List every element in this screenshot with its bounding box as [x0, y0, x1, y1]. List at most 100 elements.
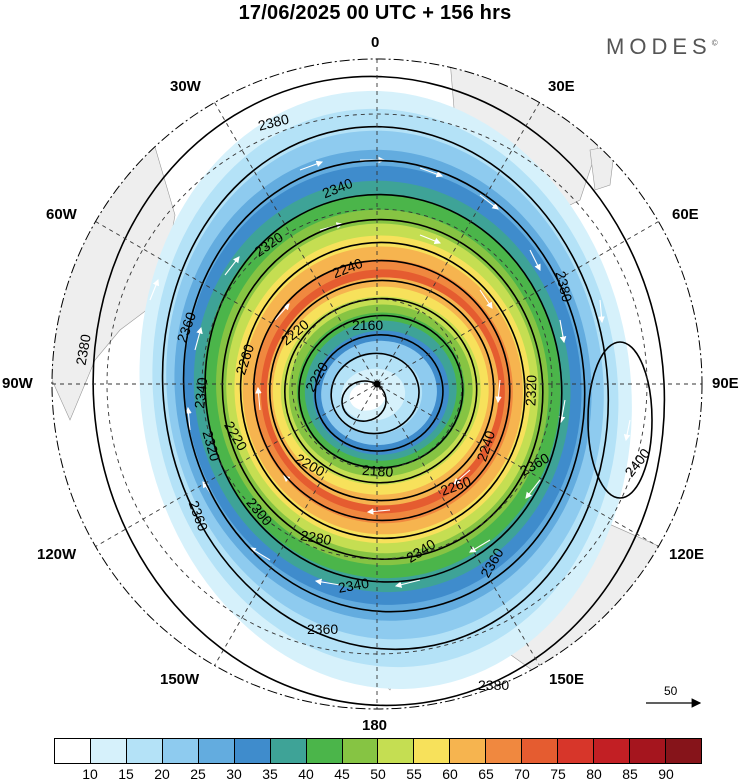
wind-vector: [394, 579, 421, 588]
wind-vector: [366, 508, 391, 515]
colorbar-swatch: [450, 739, 487, 763]
wind-vector: [469, 539, 491, 553]
lon-label-180: 180: [362, 717, 388, 734]
wind-vector: [623, 419, 631, 442]
colorbar-swatch: [378, 739, 415, 763]
graticule: [52, 59, 702, 709]
contour-label: 2380: [552, 269, 575, 303]
colorbar-tick-label: 50: [370, 766, 386, 782]
contour-2300: [221, 218, 544, 560]
colorbar-tick-label: 65: [478, 766, 494, 782]
wind-vector: [558, 399, 566, 424]
colorbar-swatch: [558, 739, 595, 763]
colorbar-swatch: [522, 739, 559, 763]
map-border: [51, 58, 703, 710]
brand-mark: ©: [711, 38, 718, 48]
page-title: 17/06/2025 00 UTC + 156 hrs: [238, 2, 512, 24]
colorbar-tick-label: 30: [226, 766, 242, 782]
colorbar-tick-label: 40: [298, 766, 314, 782]
wind-vector: [224, 256, 240, 276]
lon-label-90w: 90W: [2, 375, 33, 392]
brand-text: MODES: [606, 34, 712, 59]
contour-label: 2380: [478, 677, 509, 693]
wind-vector: [598, 299, 605, 324]
wind-vector: [453, 469, 471, 485]
contour-label: 2360: [307, 621, 338, 637]
wind-vector: [149, 278, 160, 301]
contour-2240: [268, 279, 495, 502]
wind-vector: [559, 319, 567, 344]
wind-vector: [525, 479, 541, 499]
wind-vector: [274, 303, 290, 321]
lon-label-30e: 30E: [548, 78, 575, 95]
colorbar-swatch: [234, 739, 271, 763]
contour-label: 2380: [256, 111, 290, 134]
colorbar-tick-label: 45: [334, 766, 350, 782]
contour-label: 2380: [73, 333, 94, 367]
lon-label-30w: 30W: [170, 78, 201, 95]
colorbar-labels: 10 15 20 25 30 35 40 45 50 55 60 65 70 75 80 85 90: [54, 766, 702, 782]
contour-2400-high: [587, 341, 653, 499]
colorbar-tick-label: 75: [550, 766, 566, 782]
colorbar-swatch: [486, 739, 523, 763]
contour-2180: [314, 333, 444, 452]
contour-2260: [252, 259, 511, 522]
colorbar-tick-label: 35: [262, 766, 278, 782]
wind-vector: [249, 112, 272, 121]
lon-label-60e: 60E: [672, 206, 699, 223]
contour-2280: [239, 241, 526, 540]
colorbar-tick-label: 80: [586, 766, 602, 782]
contour-label: 2160: [352, 317, 383, 333]
colorbar-swatch: [126, 739, 163, 763]
colorbar-swatch: [55, 739, 91, 763]
wind-vector: [529, 249, 541, 271]
colorbar-swatch: [414, 739, 451, 763]
colorbar-tick-label: 70: [514, 766, 530, 782]
wind-vector: [479, 289, 493, 309]
colorbar-swatch: [306, 739, 343, 763]
wind-vector: [255, 386, 262, 411]
wind-vector: [194, 326, 203, 351]
lon-label-90e: 90E: [712, 375, 739, 392]
colorbar-swatch: [270, 739, 307, 763]
reference-vector-arrow: [646, 698, 702, 708]
colorbar-tick-label: 25: [190, 766, 206, 782]
contour-2220: [284, 297, 478, 484]
contour-inner: [341, 380, 387, 422]
colorbar-swatch: [630, 739, 666, 763]
brand-logo: MODES©: [606, 34, 718, 60]
wind-vector: [419, 234, 442, 245]
lon-label-0: 0: [371, 34, 380, 51]
contour-label: 2340: [337, 575, 371, 596]
colorbar: [54, 738, 702, 764]
wind-vector: [419, 167, 444, 178]
contour-2340: [182, 159, 586, 613]
contour-label: 2180: [362, 462, 394, 480]
height-contours: [92, 75, 666, 707]
colorbar-tick-label: 10: [82, 766, 98, 782]
contour-label: 2280: [299, 527, 333, 548]
south-pole-marker: [373, 380, 381, 388]
wind-vector: [249, 547, 271, 561]
wind-vector: [495, 379, 502, 404]
colorbar-swatch: [90, 739, 127, 763]
wind-vector: [135, 428, 142, 451]
colorbar-swatch: [594, 739, 630, 763]
wind-vector: [185, 406, 192, 431]
colorbar-tick-label: 55: [406, 766, 422, 782]
colorbar-tick-label: 85: [622, 766, 638, 782]
wind-vector: [479, 194, 499, 210]
wind-vector: [299, 160, 324, 171]
colorbar-tick-label: 20: [154, 766, 170, 782]
colorbar-tick-label: 90: [658, 766, 674, 782]
colorbar-swatch: [198, 739, 235, 763]
contour-label: 2340: [191, 376, 210, 409]
colorbar-swatch: [342, 739, 379, 763]
inner-10: [349, 382, 386, 411]
colorbar-swatch: [665, 739, 701, 763]
lon-label-150w: 150W: [160, 671, 200, 688]
colorbar-tick-label: 15: [118, 766, 134, 782]
contour-label: 2320: [522, 374, 539, 406]
map-field: [52, 59, 702, 709]
